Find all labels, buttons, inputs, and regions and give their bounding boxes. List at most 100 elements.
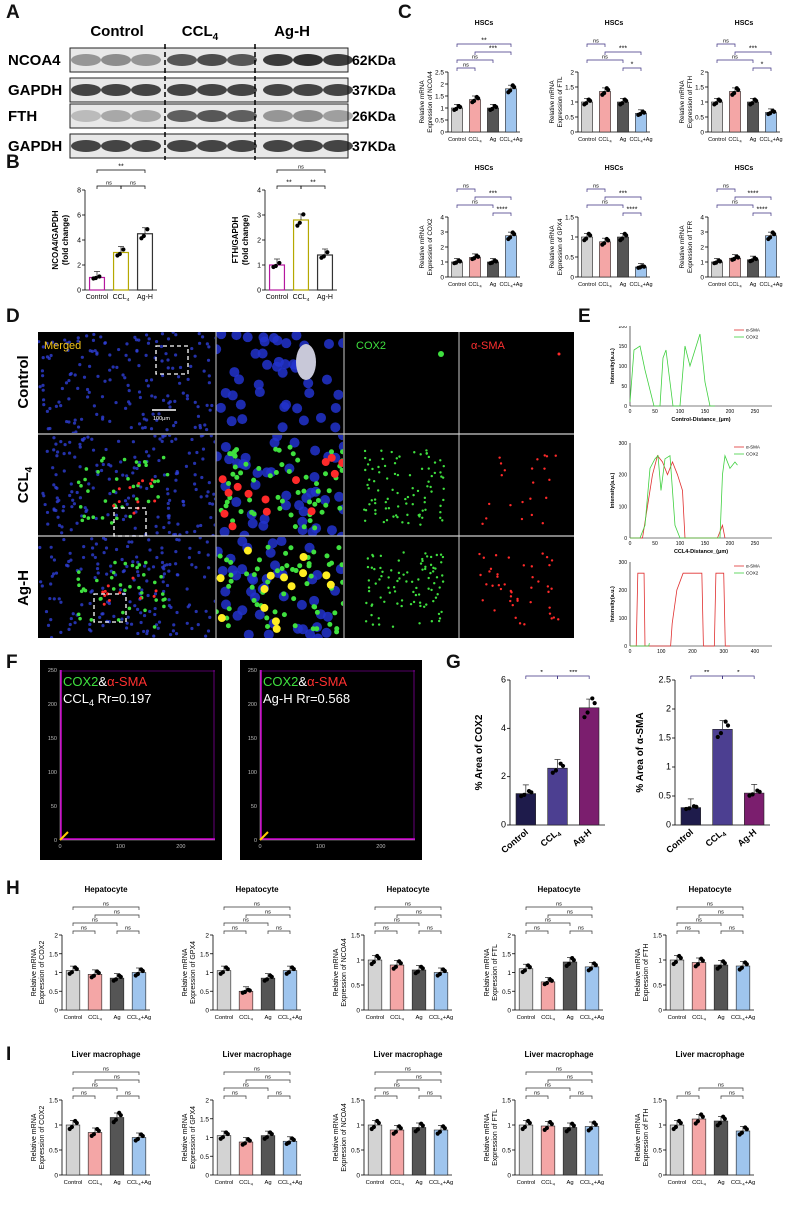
cox2-signal (391, 625, 395, 628)
y-tick-label: 0 (507, 1173, 511, 1180)
nucleus (305, 487, 316, 498)
y-tick-label: 2 (77, 263, 81, 270)
micrograph-tile (459, 332, 573, 433)
nucleus (161, 373, 165, 378)
data-point (736, 255, 741, 260)
cox2-signal (135, 565, 139, 570)
cox2-signal (433, 461, 437, 464)
cox2-signal (429, 563, 433, 567)
nucleus (151, 565, 156, 569)
cox2-signal (439, 510, 442, 514)
nucleus (120, 557, 124, 562)
cox2-signal (391, 488, 394, 492)
bar (617, 101, 629, 133)
nucleus (121, 517, 126, 522)
nucleus (74, 430, 78, 433)
nucleus (144, 379, 149, 383)
bar (540, 1125, 556, 1176)
panel-label-g: G (446, 652, 461, 673)
bar (680, 807, 701, 826)
y-tick-label: 0.5 (200, 989, 209, 996)
nucleus (172, 623, 176, 627)
nucleus (106, 513, 110, 517)
asma-signal (491, 584, 494, 587)
significance-label: *** (619, 46, 627, 53)
nucleus (40, 584, 44, 588)
y-tick-label: 2.5 (435, 70, 444, 77)
nucleus (174, 562, 178, 566)
y-tick-label: 0 (54, 838, 57, 844)
nucleus (257, 348, 268, 359)
bar (505, 88, 517, 133)
significance-label: ns (254, 1067, 260, 1073)
nucleus (81, 555, 86, 560)
scale-bar-label: 100μm (153, 416, 170, 422)
category-label: CCL4 (541, 1015, 556, 1021)
nucleus (95, 351, 99, 355)
data-point (588, 966, 594, 971)
asma-signal (150, 478, 154, 482)
data-point (297, 220, 302, 225)
y-tick-label: 0.5 (435, 118, 444, 125)
nucleus (45, 510, 50, 515)
nucleus (100, 395, 105, 399)
cox2-signal (303, 474, 309, 480)
data-point (69, 1124, 75, 1130)
nucleus (132, 466, 136, 470)
panel-label-h: H (6, 878, 20, 899)
significance-label: ns (707, 902, 713, 908)
bar (65, 1124, 81, 1176)
significance-bracket (604, 51, 642, 55)
cox2-signal (323, 502, 329, 508)
cox2-signal (436, 593, 439, 596)
y-tick-label: 2 (700, 70, 704, 77)
nucleus (214, 336, 215, 340)
y-tick-label: 2 (440, 82, 444, 89)
nucleus (69, 616, 73, 621)
significance-label: **** (748, 191, 759, 198)
nucleus (174, 333, 178, 337)
asma-signal (112, 504, 116, 508)
cox2-signal (238, 470, 244, 476)
blot-band (71, 110, 101, 122)
category-label: CCL4 (390, 1180, 405, 1186)
data-point (454, 106, 459, 112)
chart-title: HSCs (735, 20, 754, 27)
asma-signal (338, 458, 343, 467)
cox2-signal (381, 570, 384, 573)
y-tick-label: 1 (257, 263, 261, 270)
bar (669, 959, 685, 1011)
nucleus (194, 565, 198, 569)
cox2-signal (394, 514, 398, 517)
micrograph-image (41, 435, 215, 536)
blot-band (197, 54, 227, 66)
nucleus (206, 629, 211, 633)
cox2-signal (397, 559, 400, 562)
nucleus (87, 390, 91, 394)
y-axis-label: Relative mRNAExpression of GPX4 (182, 941, 197, 1004)
chart-title: Liver macrophage (72, 1050, 141, 1059)
x-tick-label: 0 (629, 649, 632, 655)
nucleus (155, 555, 159, 560)
cox2-signal (374, 509, 377, 512)
y-tick-label: 0.5 (565, 255, 574, 262)
cox2-signal (319, 509, 325, 515)
nucleus (160, 546, 164, 550)
asma-signal (530, 467, 534, 470)
y-tick-label: 2 (54, 933, 58, 940)
x-axis-label: CCL4-Distance_(μm) (674, 549, 728, 555)
data-point (584, 236, 589, 241)
asma-signal (509, 503, 512, 507)
nucleus (135, 555, 139, 559)
cox2-signal (378, 471, 381, 474)
cox2-profile-line (629, 333, 715, 407)
nucleus (239, 530, 250, 536)
asma-signal (541, 552, 544, 555)
cox2-signal (137, 585, 141, 590)
y-axis-label: Relative mRNAExpression of GPX4 (549, 218, 564, 275)
significance-label: ns (567, 1075, 573, 1081)
nucleus (127, 389, 131, 393)
nucleus (193, 400, 197, 404)
